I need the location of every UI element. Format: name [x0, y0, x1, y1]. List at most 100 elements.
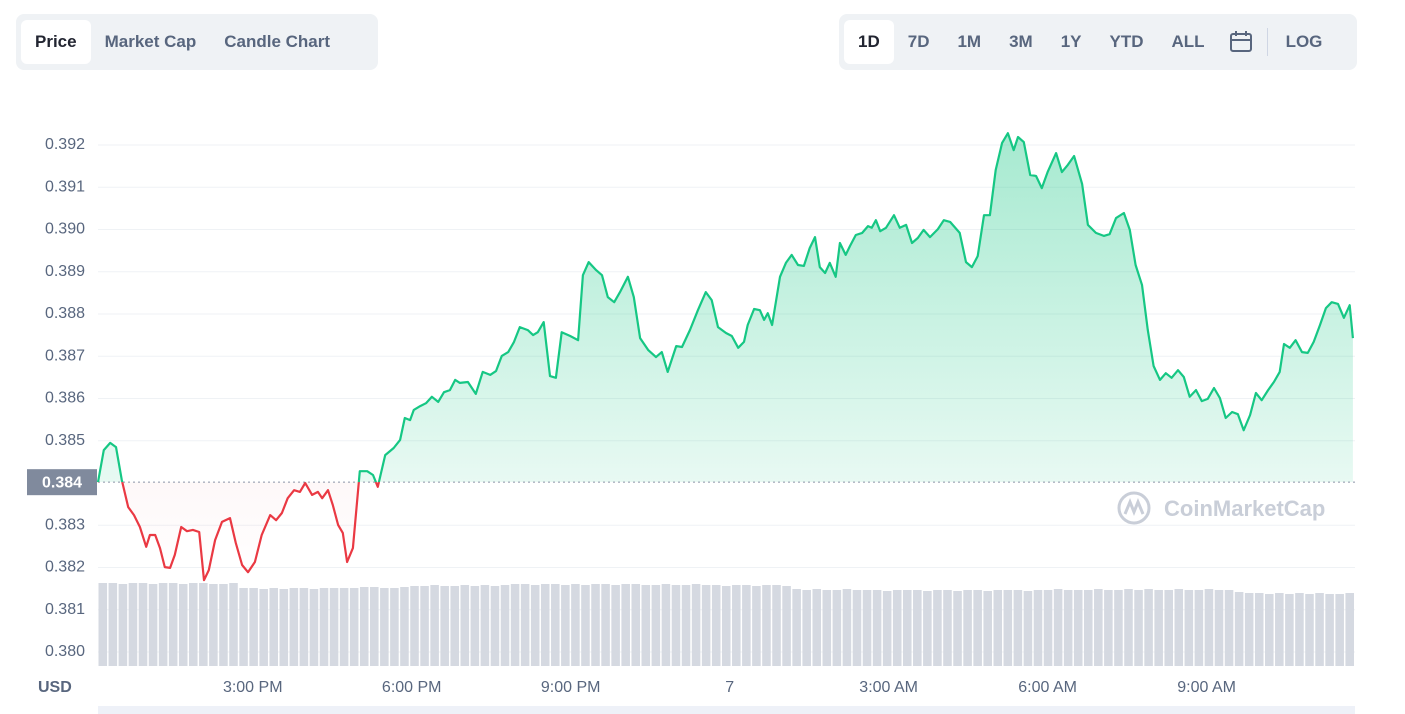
area-down — [98, 482, 1353, 581]
volume-bar — [410, 586, 419, 666]
watermark: CoinMarketCap — [1117, 491, 1325, 525]
volume-bar — [1134, 590, 1143, 666]
currency-label: USD — [38, 679, 72, 696]
volume-bar — [440, 586, 449, 666]
calendar-button[interactable] — [1219, 20, 1263, 64]
range-button[interactable]: 3M — [1009, 32, 1033, 51]
volume-bar — [631, 584, 641, 666]
view-tabs: Price Market Cap Candle Chart — [16, 14, 378, 70]
volume-bar — [772, 585, 781, 666]
volume-bar — [591, 584, 600, 666]
scale-button[interactable]: LOG — [1285, 32, 1323, 51]
volume-bar — [229, 583, 238, 666]
volume-bar — [1164, 590, 1173, 666]
volume-bar — [239, 588, 248, 666]
y-tick-label: 0.380 — [45, 643, 85, 660]
volume-bar — [370, 587, 379, 666]
y-tick-label: 0.390 — [45, 221, 85, 238]
volume-bar — [400, 587, 409, 666]
volume-bar — [802, 590, 811, 666]
volume-bar — [651, 585, 661, 666]
volume-bar — [1043, 590, 1053, 666]
volume-bar — [1204, 589, 1214, 666]
y-tick-label: 0.387 — [45, 347, 85, 364]
range-button[interactable]: 1Y — [1060, 32, 1082, 51]
volume-bar — [1184, 590, 1194, 666]
volume-bar — [1023, 591, 1033, 666]
volume-bar — [551, 584, 560, 666]
y-tick-label: 0.383 — [45, 516, 85, 533]
volume-bar — [691, 584, 701, 666]
range-selector: 1D 7D 1M 3M 1Y YTD ALL LOG — [839, 14, 1357, 70]
range-strip — [98, 706, 1355, 714]
volume-bar — [882, 591, 892, 666]
x-tick-label: 6:00 AM — [1018, 679, 1077, 696]
area-up — [98, 133, 1353, 483]
volume-bar — [671, 585, 681, 666]
range-button[interactable]: ALL — [1171, 32, 1205, 51]
tab-button[interactable]: Market Cap — [104, 32, 197, 51]
volume-bar — [1003, 590, 1013, 666]
volume-bar — [701, 585, 711, 666]
volume-bar — [128, 583, 138, 666]
volume-bar — [832, 590, 842, 666]
reference-label-box — [27, 469, 97, 496]
volume-bar — [1073, 590, 1083, 666]
range-button[interactable]: YTD — [1109, 32, 1144, 51]
volume-bar — [249, 588, 258, 666]
volume-bar — [1094, 589, 1103, 666]
volume-bar — [1345, 593, 1354, 666]
volume-bar — [1295, 593, 1304, 666]
volume-bar — [1174, 589, 1184, 666]
volume-bar — [460, 585, 470, 666]
volume-bar — [1264, 594, 1274, 666]
y-tick-label: 0.386 — [45, 390, 85, 407]
y-tick-label: 0.391 — [45, 178, 85, 195]
volume-bar — [601, 584, 610, 666]
range-button[interactable]: 7D — [907, 32, 930, 51]
volume-bar — [380, 588, 389, 666]
tab-button[interactable]: Price — [21, 20, 91, 64]
volume-bar — [1194, 590, 1204, 666]
volume-bar — [973, 590, 982, 666]
tab-button[interactable]: Candle Chart — [224, 32, 331, 51]
volume-bar — [178, 584, 188, 666]
volume-bar — [681, 585, 691, 666]
watermark-logo — [1117, 491, 1151, 525]
watermark-logo-mark — [1123, 498, 1145, 517]
volume-bar — [621, 584, 630, 666]
volume-bar — [913, 590, 922, 666]
volume-bar — [812, 589, 822, 666]
volume-bars — [98, 583, 1354, 666]
range-button[interactable]: 1D — [844, 20, 894, 64]
lines: 0.384 — [27, 132, 1355, 582]
volume-bar — [269, 588, 279, 666]
volume-bar — [611, 585, 620, 666]
volume-bar — [148, 584, 158, 666]
y-tick-label: 0.385 — [45, 432, 85, 449]
volume-bar — [953, 591, 962, 666]
volume-bar — [520, 584, 530, 666]
volume-bar — [1275, 593, 1284, 666]
volume-bar — [108, 583, 118, 666]
volume-bar — [933, 590, 942, 666]
volume-bar — [983, 591, 992, 666]
volume-bar — [1244, 593, 1254, 666]
volume-bar — [1285, 594, 1294, 666]
volume-bar — [641, 585, 651, 666]
range-button[interactable]: 1M — [957, 32, 982, 51]
volume-bar — [561, 585, 570, 666]
volume-bar — [1335, 594, 1344, 666]
volume-bar — [138, 583, 148, 666]
y-tick-label: 0.388 — [45, 305, 85, 322]
separator — [1266, 28, 1268, 56]
volume-bar — [571, 584, 580, 666]
volume-bar — [923, 591, 932, 666]
volume-bar — [349, 588, 359, 666]
volume-bar — [732, 585, 741, 666]
volume-bar — [500, 585, 510, 666]
volume-bar — [721, 586, 731, 666]
volume-bar — [842, 589, 852, 666]
